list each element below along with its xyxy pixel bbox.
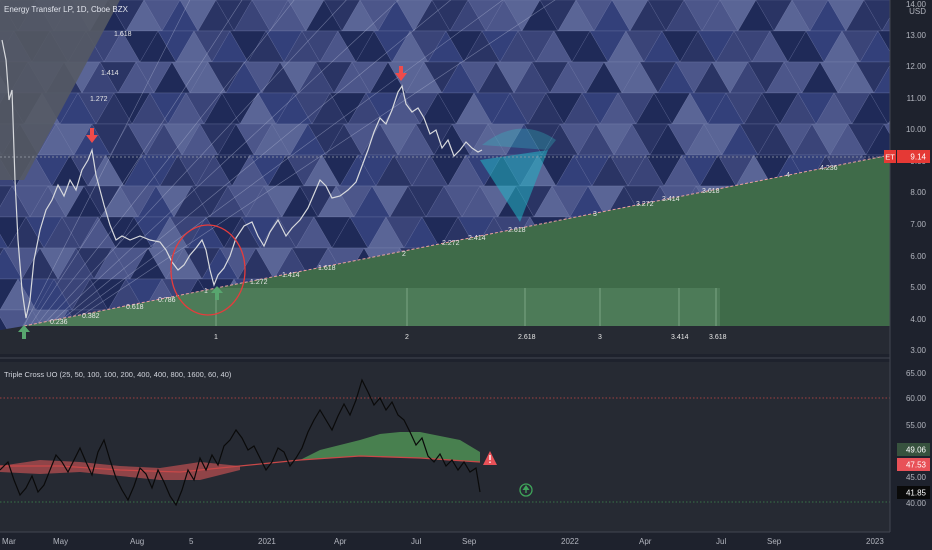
arrow-up-circle-icon <box>519 483 533 497</box>
price-tick: 10.00 <box>906 125 927 134</box>
fib-label: 3.618 <box>709 334 727 341</box>
time-label: Sep <box>462 537 477 546</box>
highlight-circle <box>170 224 246 316</box>
svg-text:ET: ET <box>885 153 895 162</box>
indicator-title: Triple Cross UO (25, 50, 100, 100, 200, … <box>4 370 232 379</box>
fib-label: 2 <box>405 334 409 341</box>
time-label: Sep <box>767 537 782 546</box>
indicator-value-black: 41.85 <box>897 486 930 499</box>
fib-label: 3.414 <box>671 334 689 341</box>
fib-label: 1.272 <box>90 96 108 103</box>
fib-label: 1 <box>204 288 208 295</box>
fib-label: 3 <box>598 334 602 341</box>
price-tick: 6.00 <box>910 252 926 261</box>
fib-label: 1.414 <box>101 70 119 77</box>
time-label: May <box>53 537 68 546</box>
time-label: 2022 <box>561 537 579 546</box>
fib-label: 2.272 <box>442 240 460 247</box>
time-label: 2021 <box>258 537 276 546</box>
fib-label: 2.618 <box>508 227 526 234</box>
indicator-tick: 45.00 <box>906 473 927 482</box>
price-tick: 8.00 <box>910 188 926 197</box>
price-tick: 4.00 <box>910 315 926 324</box>
fib-label: 0.786 <box>158 297 176 304</box>
axis-top-tick: 14.00 <box>906 0 927 9</box>
current-price-tag: ET 9.14 <box>884 150 930 163</box>
time-label: Aug <box>130 537 144 546</box>
indicator-value-red: 47.53 <box>897 458 930 471</box>
price-tick: 5.00 <box>910 283 926 292</box>
fib-label: 1.618 <box>318 265 336 272</box>
fib-label: 4 <box>786 172 790 179</box>
oscillator-fill <box>300 432 480 462</box>
fan-baseline <box>23 154 891 327</box>
warning-icon <box>483 451 497 465</box>
indicator-tick: 40.00 <box>906 499 927 508</box>
fib-label: 3.414 <box>662 196 680 203</box>
fib-label: 0.236 <box>50 319 68 326</box>
price-tick: 13.00 <box>906 31 927 40</box>
currency-label: USD <box>909 7 926 16</box>
time-label: Mar <box>2 537 16 546</box>
svg-text:49.06: 49.06 <box>906 446 927 455</box>
lower-fan-gridlines <box>215 288 717 326</box>
fib-label: 4.236 <box>820 165 838 172</box>
price-tick: 12.00 <box>906 62 927 71</box>
signal-line <box>0 455 481 473</box>
indicator-tick: 55.00 <box>906 421 927 430</box>
teal-highlight <box>480 150 548 222</box>
arrow-up-icon <box>211 286 223 300</box>
svg-text:47.53: 47.53 <box>906 461 927 470</box>
indicator-tick: 60.00 <box>906 394 927 403</box>
fib-label: 2.414 <box>468 235 486 242</box>
time-label: Jul <box>716 537 726 546</box>
fib-label: 2.618 <box>518 334 536 341</box>
fib-label: 0.618 <box>126 304 144 311</box>
teal-arc <box>482 128 556 150</box>
indicator-value-green: 49.06 <box>897 443 930 456</box>
chart-title: Energy Transfer LP, 1D, Cboe BZX <box>4 5 129 14</box>
oscillator-line <box>0 378 481 507</box>
fib-label: 1.618 <box>114 31 132 38</box>
time-label: Jul <box>411 537 421 546</box>
time-label: 5 <box>189 537 194 546</box>
fib-label: 3.618 <box>702 188 720 195</box>
price-tick: 11.00 <box>907 94 927 103</box>
fib-label: 1.414 <box>282 272 300 279</box>
time-label: Apr <box>334 537 347 546</box>
time-label: 2023 <box>866 537 884 546</box>
time-axis[interactable] <box>0 532 932 550</box>
fib-label: 3 <box>593 211 597 218</box>
fib-label: 2 <box>402 251 406 258</box>
price-line <box>1 39 483 319</box>
fib-label: 1 <box>214 334 218 341</box>
arrow-down-icon <box>86 128 98 143</box>
time-label: Apr <box>639 537 652 546</box>
price-tick: 7.00 <box>910 220 926 229</box>
arrow-down-icon <box>395 66 407 81</box>
fib-label: 3.272 <box>636 201 654 208</box>
current-price-value: 9.14 <box>910 153 926 162</box>
fib-label: 1.272 <box>250 279 268 286</box>
svg-text:41.85: 41.85 <box>906 489 927 498</box>
indicator-tick: 65.00 <box>906 369 927 378</box>
arrow-up-icon <box>18 325 30 339</box>
price-tick: 3.00 <box>910 346 926 355</box>
fib-label: 0.382 <box>82 313 100 320</box>
